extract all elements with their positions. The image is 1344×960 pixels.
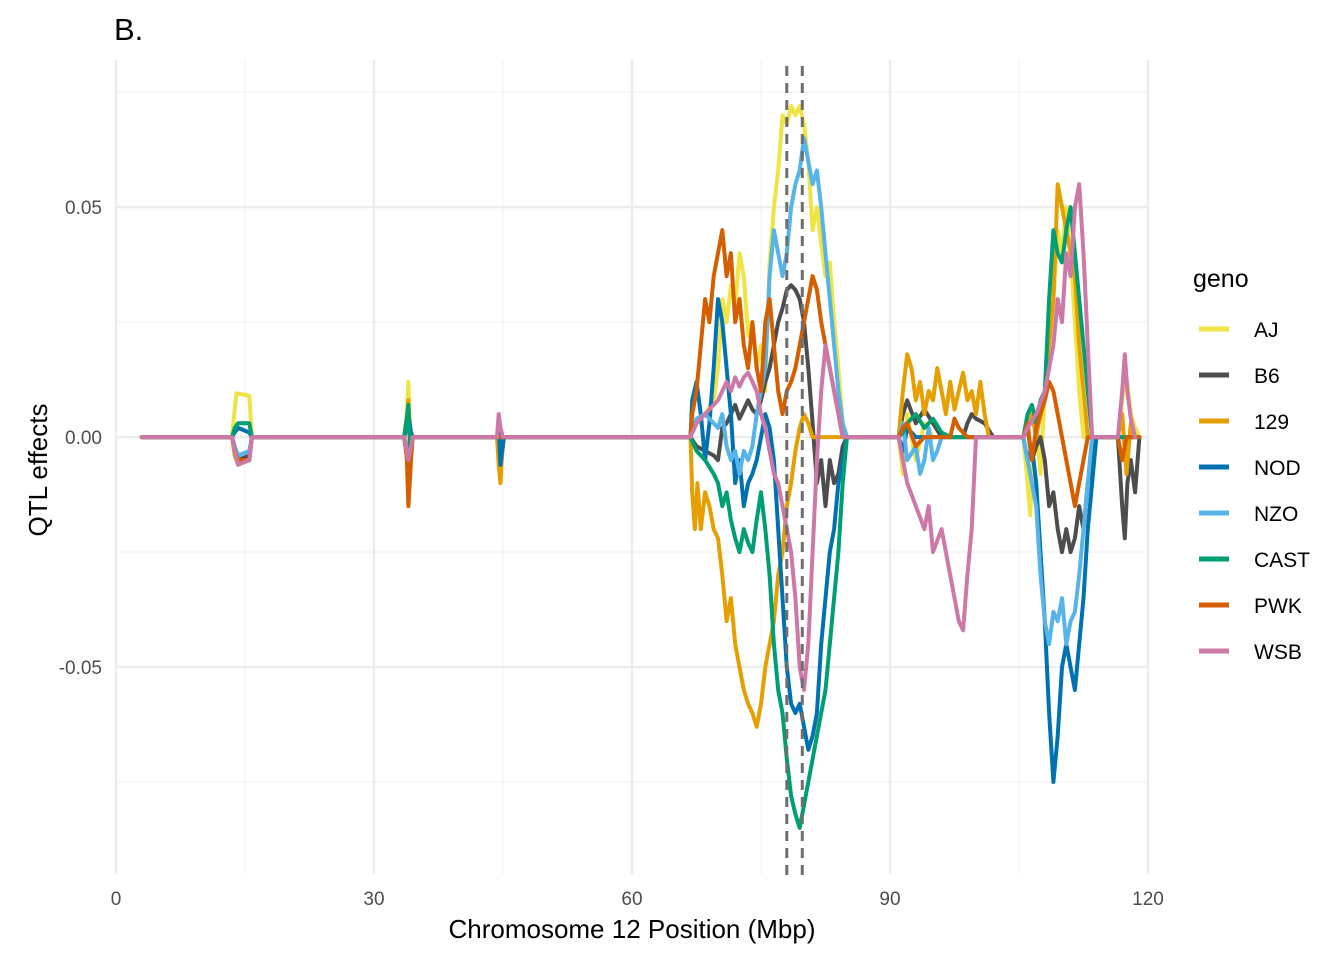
legend: geno AJ B6 129 NOD NZO CAST PWK WSB <box>1193 265 1310 664</box>
x-tick-label: 0 <box>111 889 122 910</box>
legend-label-wsb: WSB <box>1254 641 1302 664</box>
legend-label-nod: NOD <box>1254 457 1301 480</box>
legend-label-129: 129 <box>1254 411 1289 434</box>
legend-label-nzo: NZO <box>1254 503 1298 526</box>
legend-title: geno <box>1193 265 1249 293</box>
y-axis-title: QTL effects <box>23 404 53 537</box>
chart-title: B. <box>114 12 143 47</box>
legend-label-aj: AJ <box>1254 319 1279 342</box>
series-line-aj <box>139 104 1142 518</box>
series-line-wsb <box>139 182 1138 692</box>
y-tick-label: 0.00 <box>65 428 102 449</box>
grid-lines <box>114 60 1150 874</box>
x-tick-label: 60 <box>621 889 642 910</box>
y-axis-ticks: 0.05 0.00 -0.05 <box>59 198 102 679</box>
y-tick-label: -0.05 <box>59 658 102 679</box>
x-tick-label: 90 <box>879 889 900 910</box>
vertical-marker-lines <box>785 66 804 882</box>
legend-label-cast: CAST <box>1254 549 1310 572</box>
series-line-nod <box>139 297 1142 784</box>
series-line-129 <box>139 182 1138 729</box>
series-line-pwk <box>139 228 1142 509</box>
series-line-nzo <box>139 136 1142 647</box>
x-axis-title: Chromosome 12 Position (Mbp) <box>448 914 815 944</box>
x-tick-label: 30 <box>363 889 384 910</box>
x-axis-ticks: 0 30 60 90 120 <box>111 889 1164 910</box>
series-layer <box>139 104 1142 830</box>
y-tick-label: 0.05 <box>65 198 102 219</box>
series-line-cast <box>139 205 1142 830</box>
legend-label-pwk: PWK <box>1254 595 1302 618</box>
legend-label-b6: B6 <box>1254 365 1280 388</box>
series-line-b6 <box>139 283 1142 555</box>
x-tick-label: 120 <box>1132 889 1164 910</box>
